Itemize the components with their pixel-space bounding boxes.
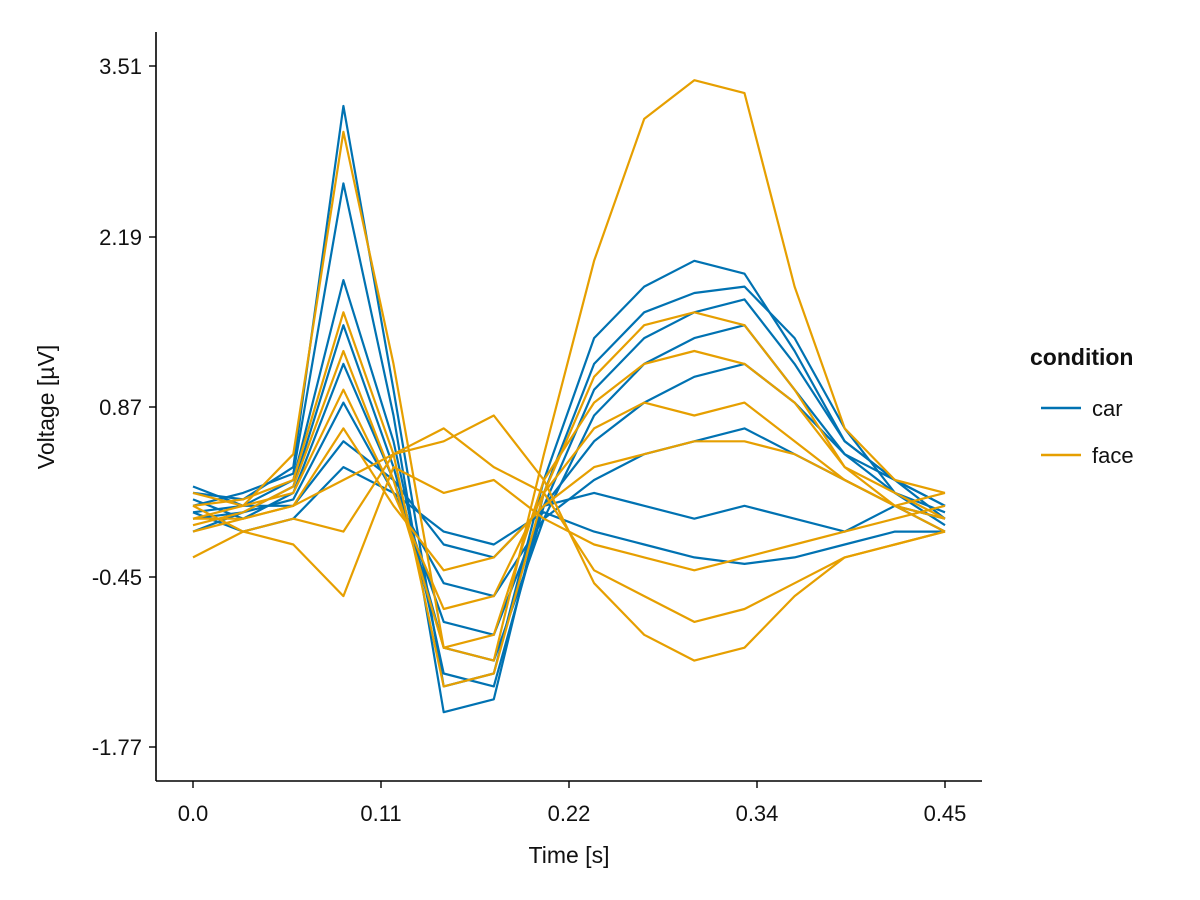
y-tick-label: -1.77 <box>92 735 142 760</box>
y-tick-label: 0.87 <box>99 395 142 420</box>
x-ticks: 0.0 0.11 0.22 0.34 0.45 <box>178 781 967 826</box>
series-line-face-9 <box>192 311 946 688</box>
series-line-car-6 <box>192 440 946 559</box>
series-line-car-2 <box>192 279 946 688</box>
series-line-car-7 <box>192 466 945 566</box>
x-tick-label: 0.22 <box>548 801 591 826</box>
y-axis-title: Voltage [µV] <box>33 345 59 470</box>
x-axis-title: Time [s] <box>529 842 610 868</box>
y-ticks: 3.51 2.19 0.87 -0.45 -1.77 <box>92 54 156 760</box>
x-tick-label: 0.45 <box>924 801 967 826</box>
series-line-face-15 <box>192 466 946 598</box>
legend-label-car: car <box>1092 396 1123 421</box>
series-line-face-11 <box>192 388 946 611</box>
series-line-face-10 <box>192 349 946 649</box>
series-line-face-8 <box>192 79 946 662</box>
x-tick-label: 0.0 <box>178 801 209 826</box>
legend-label-face: face <box>1092 443 1134 468</box>
series-lines <box>192 79 946 714</box>
legend: condition car face <box>1030 344 1134 468</box>
series-line-car-3 <box>192 324 946 662</box>
series-line-face-13 <box>192 427 946 624</box>
y-tick-label: 3.51 <box>99 54 142 79</box>
legend-title: condition <box>1030 344 1133 370</box>
series-line-car-1 <box>192 182 946 714</box>
y-tick-label: 2.19 <box>99 225 142 250</box>
x-tick-label: 0.34 <box>736 801 779 826</box>
y-tick-label: -0.45 <box>92 565 142 590</box>
x-tick-label: 0.11 <box>360 801 401 826</box>
series-line-face-12 <box>193 427 946 572</box>
